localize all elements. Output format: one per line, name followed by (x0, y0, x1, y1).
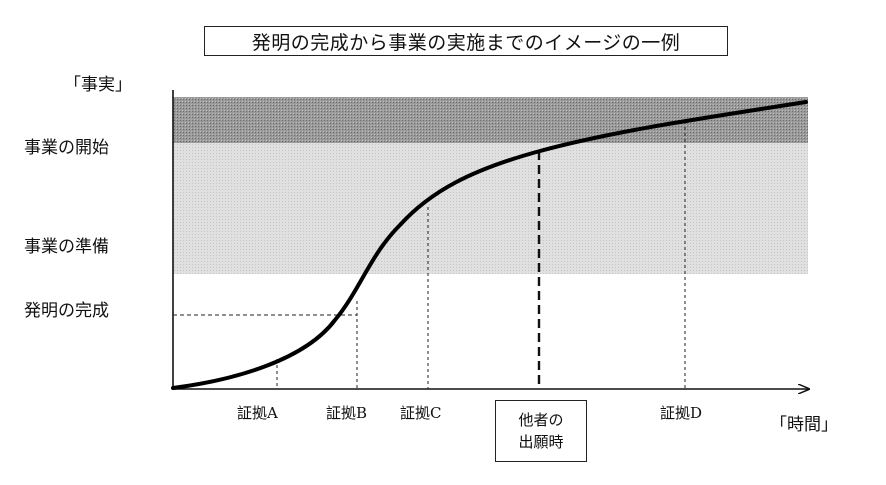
stage-label-business-prep: 事業の準備 (24, 237, 109, 257)
evidence-c-label: 証拠C (400, 404, 442, 422)
other-party-filing-box: 他者の 出願時 (495, 400, 587, 462)
other-party-line1: 他者の (518, 411, 564, 429)
stage-label-business-start: 事業の開始 (24, 138, 109, 158)
stage-label-invention-complete: 発明の完成 (24, 301, 109, 321)
evidence-a-label: 証拠A (237, 404, 278, 422)
diagram-title: 発明の完成から事業の実施までのイメージの一例 (204, 26, 728, 56)
business-start-band (173, 97, 808, 143)
x-axis-label: 「時間」 (770, 415, 838, 435)
business-prep-band (173, 143, 808, 274)
evidence-d-label: 証拠D (660, 404, 703, 422)
y-axis-label: 「事実」 (64, 75, 132, 95)
progress-curve (171, 100, 808, 390)
other-party-line2: 出願時 (518, 433, 564, 451)
evidence-b-label: 証拠B (326, 404, 368, 422)
